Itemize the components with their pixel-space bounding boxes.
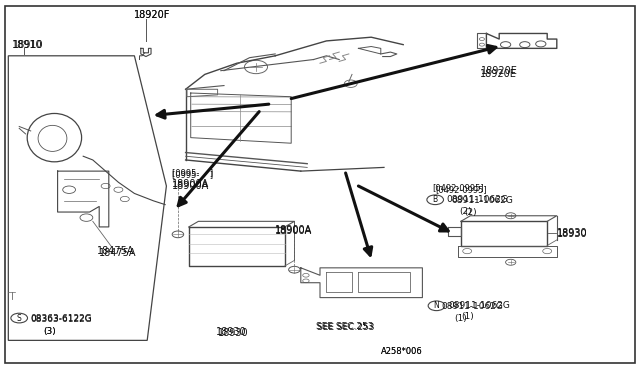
Text: 18920E: 18920E [481, 66, 518, 76]
Text: 18900A: 18900A [275, 225, 312, 234]
Text: B: B [433, 195, 438, 204]
Text: [0995-    ]: [0995- ] [172, 169, 212, 177]
Text: (1): (1) [454, 314, 467, 323]
Text: [0492-0995]: [0492-0995] [435, 185, 487, 194]
Text: 18475A: 18475A [99, 248, 137, 258]
Text: A258*006: A258*006 [381, 347, 422, 356]
Text: S: S [17, 314, 22, 323]
Text: A258*006: A258*006 [381, 347, 422, 356]
Text: 08911-1062G: 08911-1062G [448, 301, 510, 310]
Text: 18900A: 18900A [172, 179, 209, 189]
Text: (1): (1) [461, 312, 474, 321]
Text: [0995-    ]: [0995- ] [172, 170, 212, 179]
Text: N: N [434, 301, 439, 310]
Text: SEE SEC.253: SEE SEC.253 [317, 323, 374, 332]
Text: [0492-0995]: [0492-0995] [432, 183, 484, 192]
Text: 18910: 18910 [12, 40, 42, 49]
Text: 18920F: 18920F [134, 10, 171, 20]
Text: 08911-1062G: 08911-1062G [442, 302, 504, 311]
Text: 18475A: 18475A [97, 246, 135, 256]
Text: 18910: 18910 [13, 40, 44, 49]
Text: 08363-6122G: 08363-6122G [31, 314, 92, 323]
Text: 18930: 18930 [218, 328, 248, 338]
Text: 18920F: 18920F [134, 10, 171, 20]
Text: SEE SEC.253: SEE SEC.253 [316, 322, 373, 331]
Text: 18930: 18930 [216, 327, 247, 337]
Text: 18930: 18930 [557, 228, 588, 237]
Text: 08911-1062G: 08911-1062G [447, 195, 509, 204]
Text: 18900A: 18900A [275, 226, 312, 235]
Text: 18930: 18930 [557, 230, 588, 239]
Text: (2): (2) [464, 208, 477, 217]
Text: (3): (3) [44, 327, 56, 336]
Text: 08911-1062G: 08911-1062G [451, 196, 513, 205]
Text: 18920E: 18920E [480, 70, 517, 79]
Text: 08363-6122G: 08363-6122G [31, 315, 92, 324]
Text: 18900A: 18900A [172, 181, 209, 191]
Text: (2): (2) [460, 207, 472, 216]
Text: (3): (3) [44, 327, 56, 336]
